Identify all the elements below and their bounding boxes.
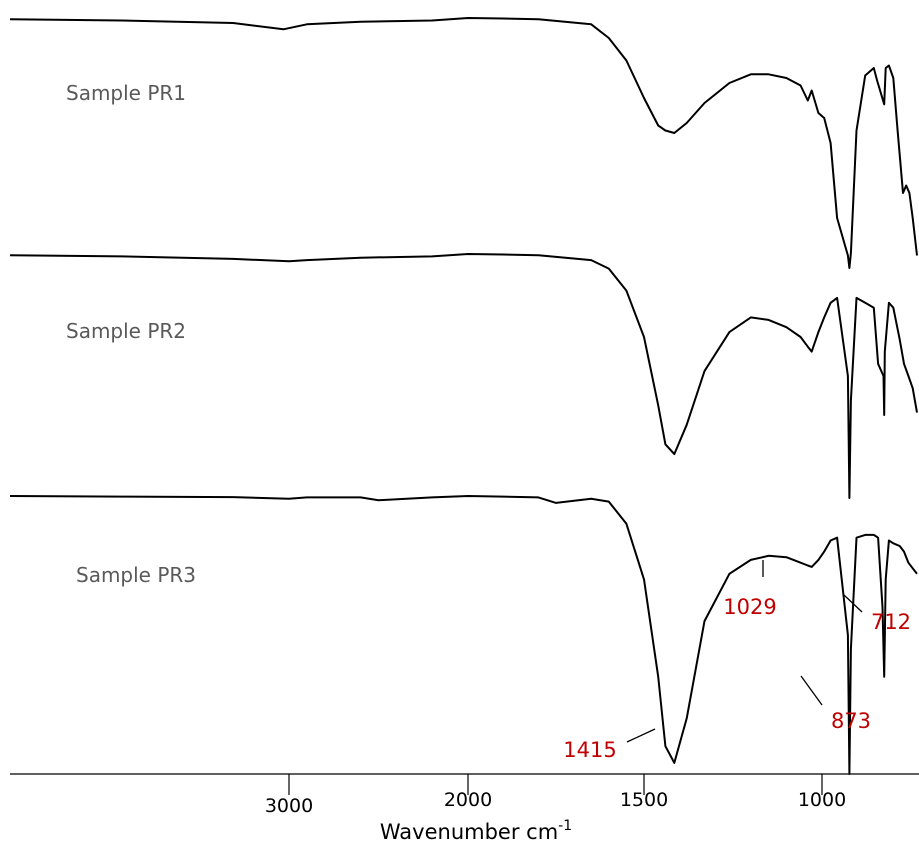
trace-sample-pr2	[9, 253, 918, 499]
spectra-traces	[9, 17, 918, 775]
label-sample-pr1: Sample PR1	[66, 81, 186, 105]
label-sample-pr2: Sample PR2	[66, 319, 186, 343]
x-axis-ticks: 3000 2000 1500 1000	[265, 774, 846, 817]
peak-label-712: 712	[871, 610, 911, 634]
peak-label-873: 873	[831, 709, 871, 733]
x-tick-label-1000: 1000	[798, 789, 846, 811]
peak-label-1415: 1415	[563, 738, 616, 762]
x-axis-title: Wavenumber cm-1	[380, 818, 572, 844]
sample-labels: Sample PR1 Sample PR2 Sample PR3	[66, 81, 196, 587]
peak-label-1029: 1029	[723, 595, 776, 619]
peak-leader-873	[800, 675, 823, 706]
x-tick-label-1500: 1500	[620, 789, 668, 811]
peak-leader-1415	[626, 728, 656, 743]
trace-sample-pr3	[9, 495, 918, 775]
label-sample-pr3: Sample PR3	[76, 563, 196, 587]
x-axis-title-superscript: -1	[558, 818, 572, 834]
x-tick-label-3000: 3000	[265, 795, 313, 817]
trace-sample-pr1	[9, 17, 918, 269]
x-axis-title-text: Wavenumber cm	[380, 820, 558, 844]
x-tick-label-2000: 2000	[444, 789, 492, 811]
peak-annotations: 1415 1029 873 712	[563, 560, 911, 762]
peak-leader-712	[843, 594, 863, 613]
